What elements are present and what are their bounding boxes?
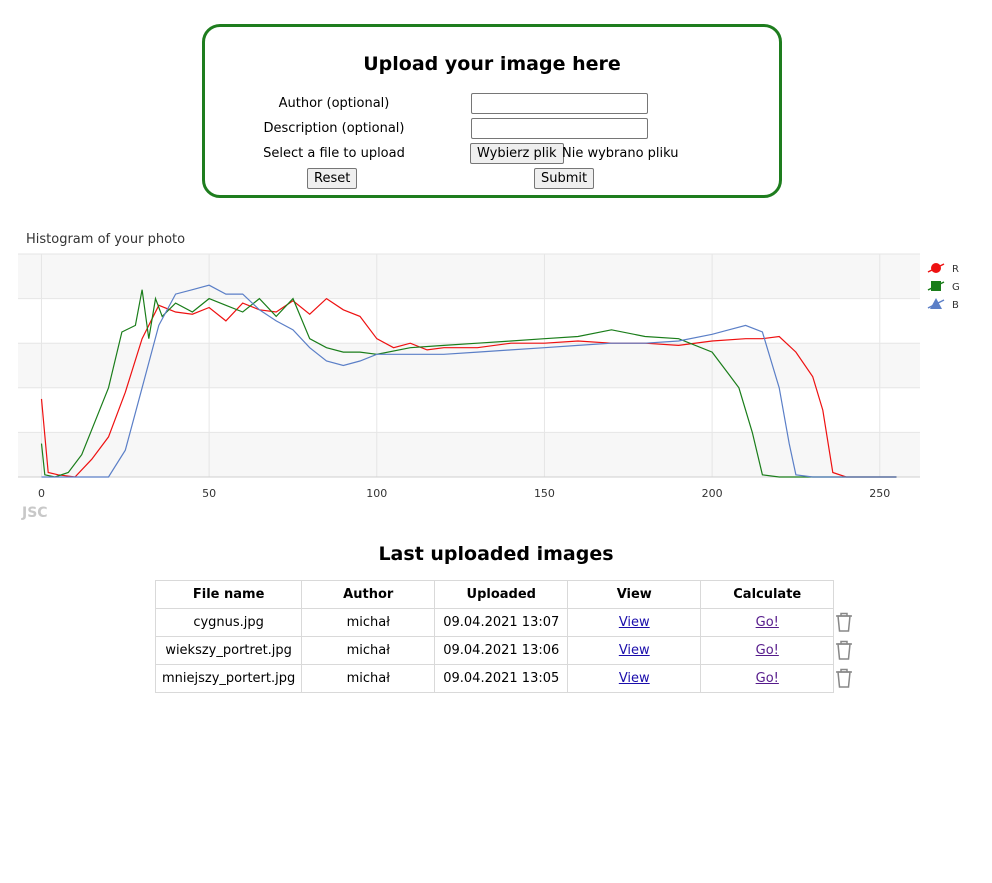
grid-band [18,432,920,477]
description-input[interactable] [471,118,648,139]
cell-author: michał [301,608,436,637]
table-row: cygnus.jpg michał 09.04.2021 13:07 View … [154,608,835,637]
cell-author: michał [301,636,436,665]
grid-band [18,343,920,388]
upload-title: Upload your image here [363,53,621,75]
upload-form: Upload your image here Author (optional)… [202,24,782,198]
legend-marker [931,263,941,273]
jsc-logo: JSC [21,505,48,521]
legend-label: G [952,282,960,293]
cell-file-name: wiekszy_portret.jpg [154,636,303,665]
file-status: Nie wybrano pliku [562,146,679,161]
table-row: mniejszy_portert.jpg michał 09.04.2021 1… [154,664,835,693]
trash-icon[interactable] [835,640,853,660]
cell-uploaded: 09.04.2021 13:06 [434,636,569,665]
choose-file-button[interactable]: Wybierz plik [470,143,564,164]
series-line-b [41,284,897,478]
x-tick-label: 50 [202,487,216,500]
view-link[interactable]: View [618,615,650,630]
reset-button[interactable]: Reset [307,168,358,189]
x-tick-label: 200 [702,487,723,500]
chart-title: Histogram of your photo [26,232,186,247]
legend-label: B [952,300,959,311]
description-label: Description (optional) [263,121,405,136]
header-view: View [567,580,702,609]
submit-button[interactable]: Submit [534,168,595,189]
file-label: Select a file to upload [263,146,405,161]
x-tick-label: 0 [38,487,45,500]
view-link[interactable]: View [618,671,650,686]
series-line-r [40,297,897,478]
histogram-chart: 0 50 100 150 200 250 RGB JSC [18,253,960,521]
cell-file-name: cygnus.jpg [154,608,303,637]
trash-icon[interactable] [835,668,853,688]
view-link[interactable]: View [618,643,650,658]
header-author: Author [301,580,436,609]
grid-band [18,387,920,433]
go-link[interactable]: Go! [755,671,779,686]
uploads-title: Last uploaded images [378,543,614,565]
grid-band [18,254,920,299]
table-row: wiekszy_portret.jpg michał 09.04.2021 13… [154,636,835,665]
go-link[interactable]: Go! [755,643,779,658]
go-link[interactable]: Go! [755,615,779,630]
cell-uploaded: 09.04.2021 13:05 [434,664,569,693]
author-input[interactable] [471,93,648,114]
x-tick-label: 100 [366,487,387,500]
header-uploaded: Uploaded [434,580,569,609]
legend-marker [931,281,941,291]
author-label: Author (optional) [278,96,390,111]
trash-icon[interactable] [835,612,853,632]
table-header-row: File name Author Uploaded View Calculate [154,580,835,609]
series-line-g [40,289,897,478]
uploads-table: File name Author Uploaded View Calculate… [154,580,835,693]
cell-uploaded: 09.04.2021 13:07 [434,608,569,637]
grid-band [18,298,920,344]
x-tick-label: 150 [534,487,555,500]
cell-file-name: mniejszy_portert.jpg [154,664,303,693]
header-calculate: Calculate [700,580,835,609]
cell-author: michał [301,664,436,693]
legend-label: R [952,264,959,275]
legend-marker [930,298,942,309]
header-file-name: File name [154,580,303,609]
x-tick-label: 250 [869,487,890,500]
